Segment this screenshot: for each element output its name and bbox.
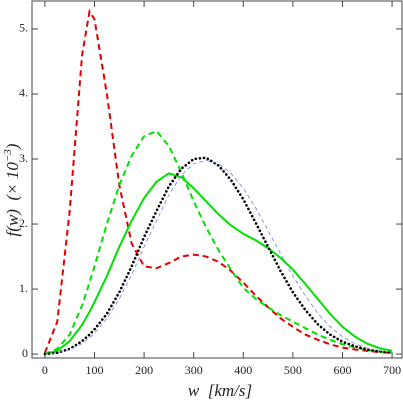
plot-frame bbox=[31, 0, 403, 359]
y-tick-label: 3. bbox=[19, 151, 28, 165]
x-tick-label: 200 bbox=[135, 363, 153, 377]
series-line bbox=[44, 172, 393, 356]
y-axis-label: f(w) (× 10−3) bbox=[2, 143, 22, 236]
series-line bbox=[44, 129, 393, 356]
x-tick-label: 700 bbox=[383, 363, 401, 377]
y-tick-label: 0 bbox=[22, 346, 28, 360]
x-tick-label: 500 bbox=[284, 363, 302, 377]
series-line bbox=[43, 8, 393, 354]
series-line bbox=[43, 156, 394, 356]
y-tick-label: 5. bbox=[19, 21, 28, 35]
x-tick-label: 400 bbox=[234, 363, 252, 377]
x-tick-label: 0 bbox=[42, 363, 48, 377]
x-tick-label: 100 bbox=[85, 363, 103, 377]
x-tick-label: 600 bbox=[333, 363, 351, 377]
y-label-exponent: −3 bbox=[2, 149, 14, 162]
x-tick-label: 300 bbox=[185, 363, 203, 377]
y-tick-label: 1. bbox=[19, 281, 28, 295]
y-tick-label: 4. bbox=[19, 86, 28, 100]
x-axis-label: w [km/s] bbox=[188, 381, 252, 400]
y-label-main: f(w) (× 10 bbox=[3, 162, 22, 237]
y-tick-label: 2. bbox=[19, 216, 28, 230]
y-label-close: ) bbox=[3, 143, 22, 150]
